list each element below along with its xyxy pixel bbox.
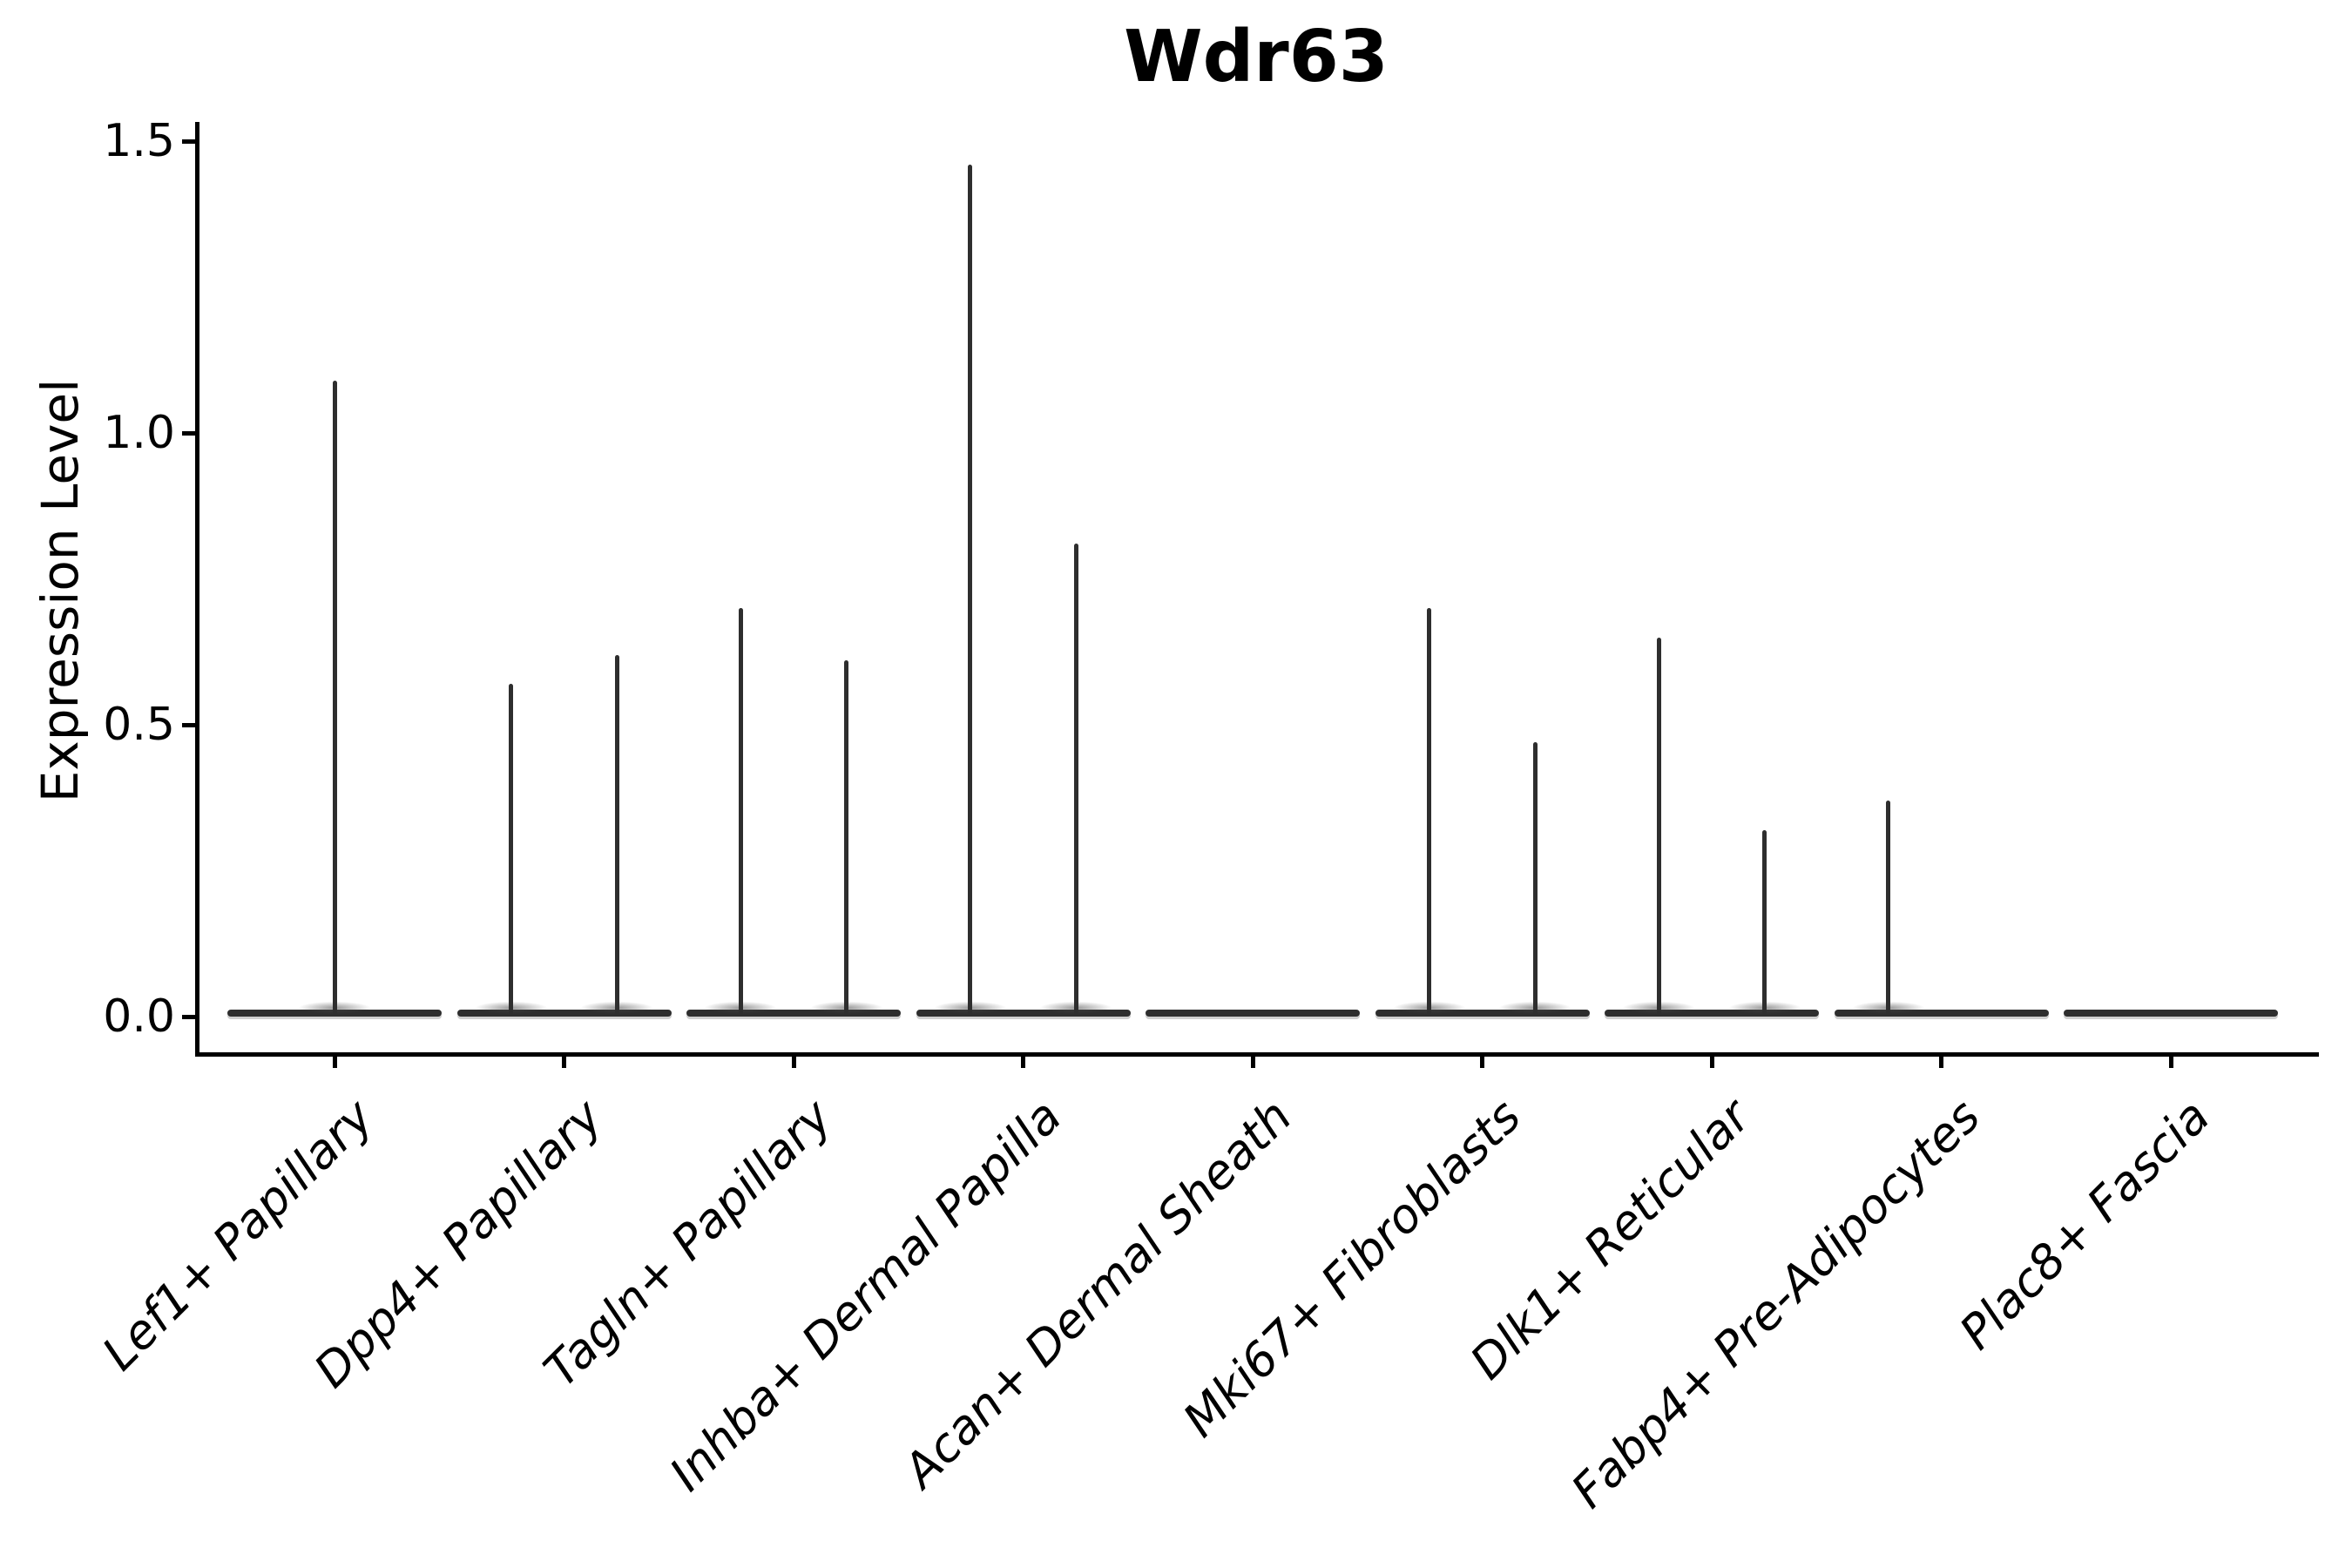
x-axis-tick [1709,1057,1714,1068]
x-axis-tick-label: Acan+ Dermal Sheath [892,1088,1302,1498]
violin-spike [1762,829,1767,1017]
violin-baseline [916,1010,1131,1017]
violin-baseline [2064,1010,2278,1017]
y-axis-tick-label: 0.0 [103,990,175,1043]
violin-spike [1532,742,1538,1017]
y-axis-tick [182,431,196,436]
y-axis-tick-label: 1.0 [103,407,175,459]
y-axis-tick [182,723,196,727]
violin-baseline [686,1010,901,1017]
y-axis-tick-label: 1.5 [103,115,175,167]
x-axis-tick [2168,1057,2173,1068]
violin-baseline [1146,1010,1360,1017]
x-axis-tick [332,1057,337,1068]
violin-spike [614,654,619,1017]
y-axis-tick-label: 0.5 [103,699,175,751]
x-axis-tick-label: Fabp4+ Pre-Adipocytes [1560,1088,1990,1519]
y-axis-tick [182,139,196,144]
y-axis-label: Expression Level [30,378,90,803]
violin-spike [1656,637,1661,1017]
violin-baseline [456,1010,672,1017]
y-axis-tick [182,1015,196,1019]
x-axis-tick [791,1057,796,1068]
violin-spike [968,164,973,1017]
violin-baseline [1605,1010,1819,1017]
violin-spike [738,608,743,1017]
x-axis-tick-label: Plac8+ Fascia [1949,1088,2220,1361]
violin-spike [844,660,849,1017]
violin-spike [332,380,337,1017]
x-axis-tick [1939,1057,1943,1068]
y-axis-spine [195,122,199,1057]
violin-baseline [1375,1010,1590,1017]
x-axis-tick [1021,1057,1025,1068]
violin-spike [1886,801,1891,1017]
violin-spike [1427,608,1432,1017]
x-axis-tick [1250,1057,1255,1068]
violin-spike [1073,544,1078,1017]
plot-title: Wdr63 [1124,16,1389,98]
x-axis-tick [562,1057,566,1068]
violin-baseline [1834,1010,2049,1017]
x-axis-tick [1480,1057,1484,1068]
x-axis-spine [195,1052,2319,1057]
violin-spike [509,684,514,1017]
x-axis-tick-label: Inhba+ Dermal Papilla [659,1088,1072,1502]
